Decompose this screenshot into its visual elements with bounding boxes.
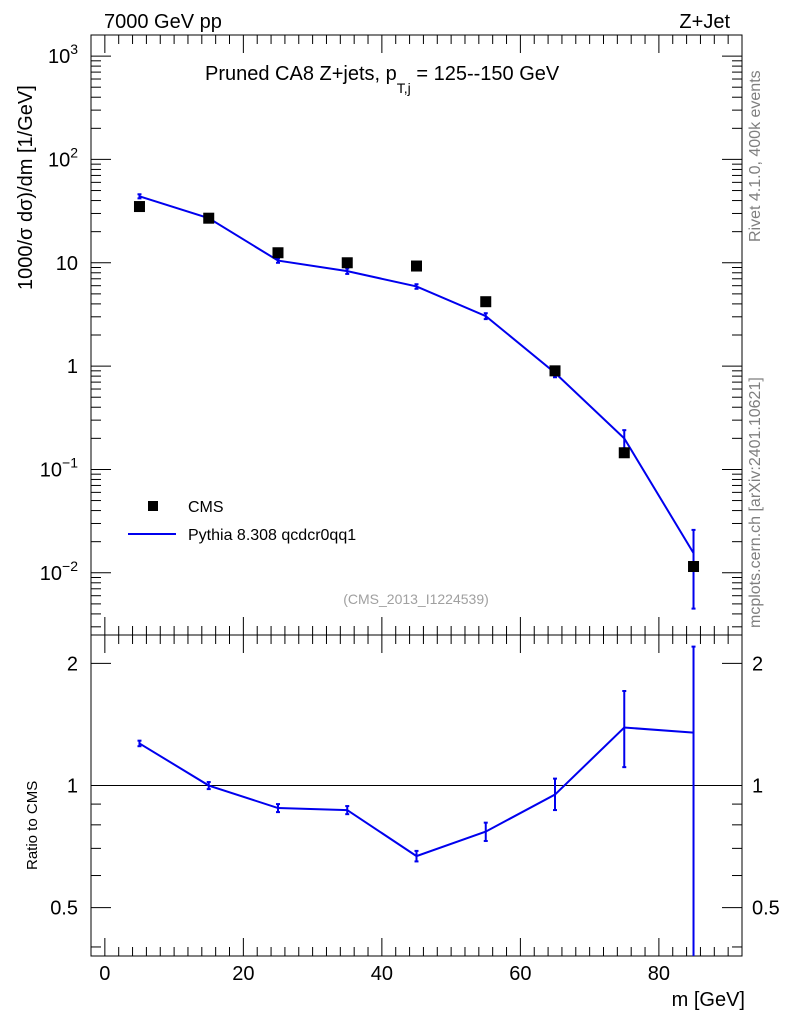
- main-y-tick-label: 1: [67, 356, 78, 378]
- data-point: [618, 447, 630, 459]
- x-tick-label: 40: [371, 963, 393, 985]
- header-right: Z+Jet: [679, 11, 730, 33]
- ratio-series: [137, 645, 696, 956]
- x-axis-label: m [GeV]: [672, 989, 745, 1011]
- data-point: [549, 365, 561, 377]
- ratio-y-tick-label-left: 0.5: [50, 898, 78, 920]
- data-point: [203, 212, 215, 224]
- data-point: [341, 257, 353, 269]
- data-point: [480, 296, 492, 308]
- data-point: [133, 201, 145, 213]
- legend-label-cms: CMS: [188, 499, 224, 516]
- main-frame: [90, 34, 743, 636]
- main-y-tick-label: 103: [48, 41, 78, 68]
- x-tick-label: 80: [648, 963, 670, 985]
- ratio-y-tick-label-right: 1: [752, 776, 763, 798]
- ratio-x-ticks: 0 20 40 60 80: [90, 635, 743, 985]
- ratio-panel: 0.5 0.5 1 1 2 2 0 20 40 60 80 Ratio to CMS m [GeV…: [24, 634, 780, 1011]
- main-x-ticks: [90, 35, 743, 635]
- legend-marker-cms: [148, 501, 158, 511]
- side-text-top: Rivet 4.1.0, 400k events: [747, 70, 764, 242]
- ratio-frame: [90, 634, 743, 957]
- ratio-y-tick-label-right: 0.5: [752, 898, 780, 920]
- ratio-y-ticks: 0.5 0.5 1 1 2 2: [50, 653, 780, 948]
- legend: CMS Pythia 8.308 qcdcr0qq1: [128, 499, 356, 544]
- main-y-tick-label: 10: [56, 253, 78, 275]
- header-left: 7000 GeV pp: [104, 11, 222, 33]
- main-series: [133, 193, 700, 610]
- data-point: [688, 561, 700, 573]
- x-tick-label: 0: [99, 963, 110, 985]
- main-y-tick-label: 10−2: [40, 558, 78, 585]
- main-y-axis-label: 1000/σ dσ)/dm [1/GeV]: [15, 85, 37, 290]
- plot-title: Pruned CA8 Z+jets, pT,j = 125--150 GeV: [205, 63, 560, 96]
- main-y-tick-label: 10−1: [40, 454, 78, 481]
- ratio-y-axis-label: Ratio to CMS: [24, 781, 41, 870]
- legend-label-pythia: Pythia 8.308 qcdcr0qq1: [188, 527, 356, 544]
- x-tick-label: 60: [509, 963, 531, 985]
- data-point: [411, 260, 422, 272]
- data-point: [272, 247, 284, 259]
- ratio-y-tick-label-left: 2: [67, 653, 78, 675]
- ratio-line: [138, 726, 694, 858]
- main-y-tick-label: 102: [48, 144, 78, 171]
- ratio-y-tick-label-left: 1: [67, 776, 78, 798]
- side-text-bottom: mcplots.cern.ch [arXiv:2401.10621]: [747, 377, 764, 628]
- ratio-y-tick-label-right: 2: [752, 653, 763, 675]
- x-tick-label: 20: [232, 963, 254, 985]
- analysis-id: (CMS_2013_I1224539): [343, 591, 489, 607]
